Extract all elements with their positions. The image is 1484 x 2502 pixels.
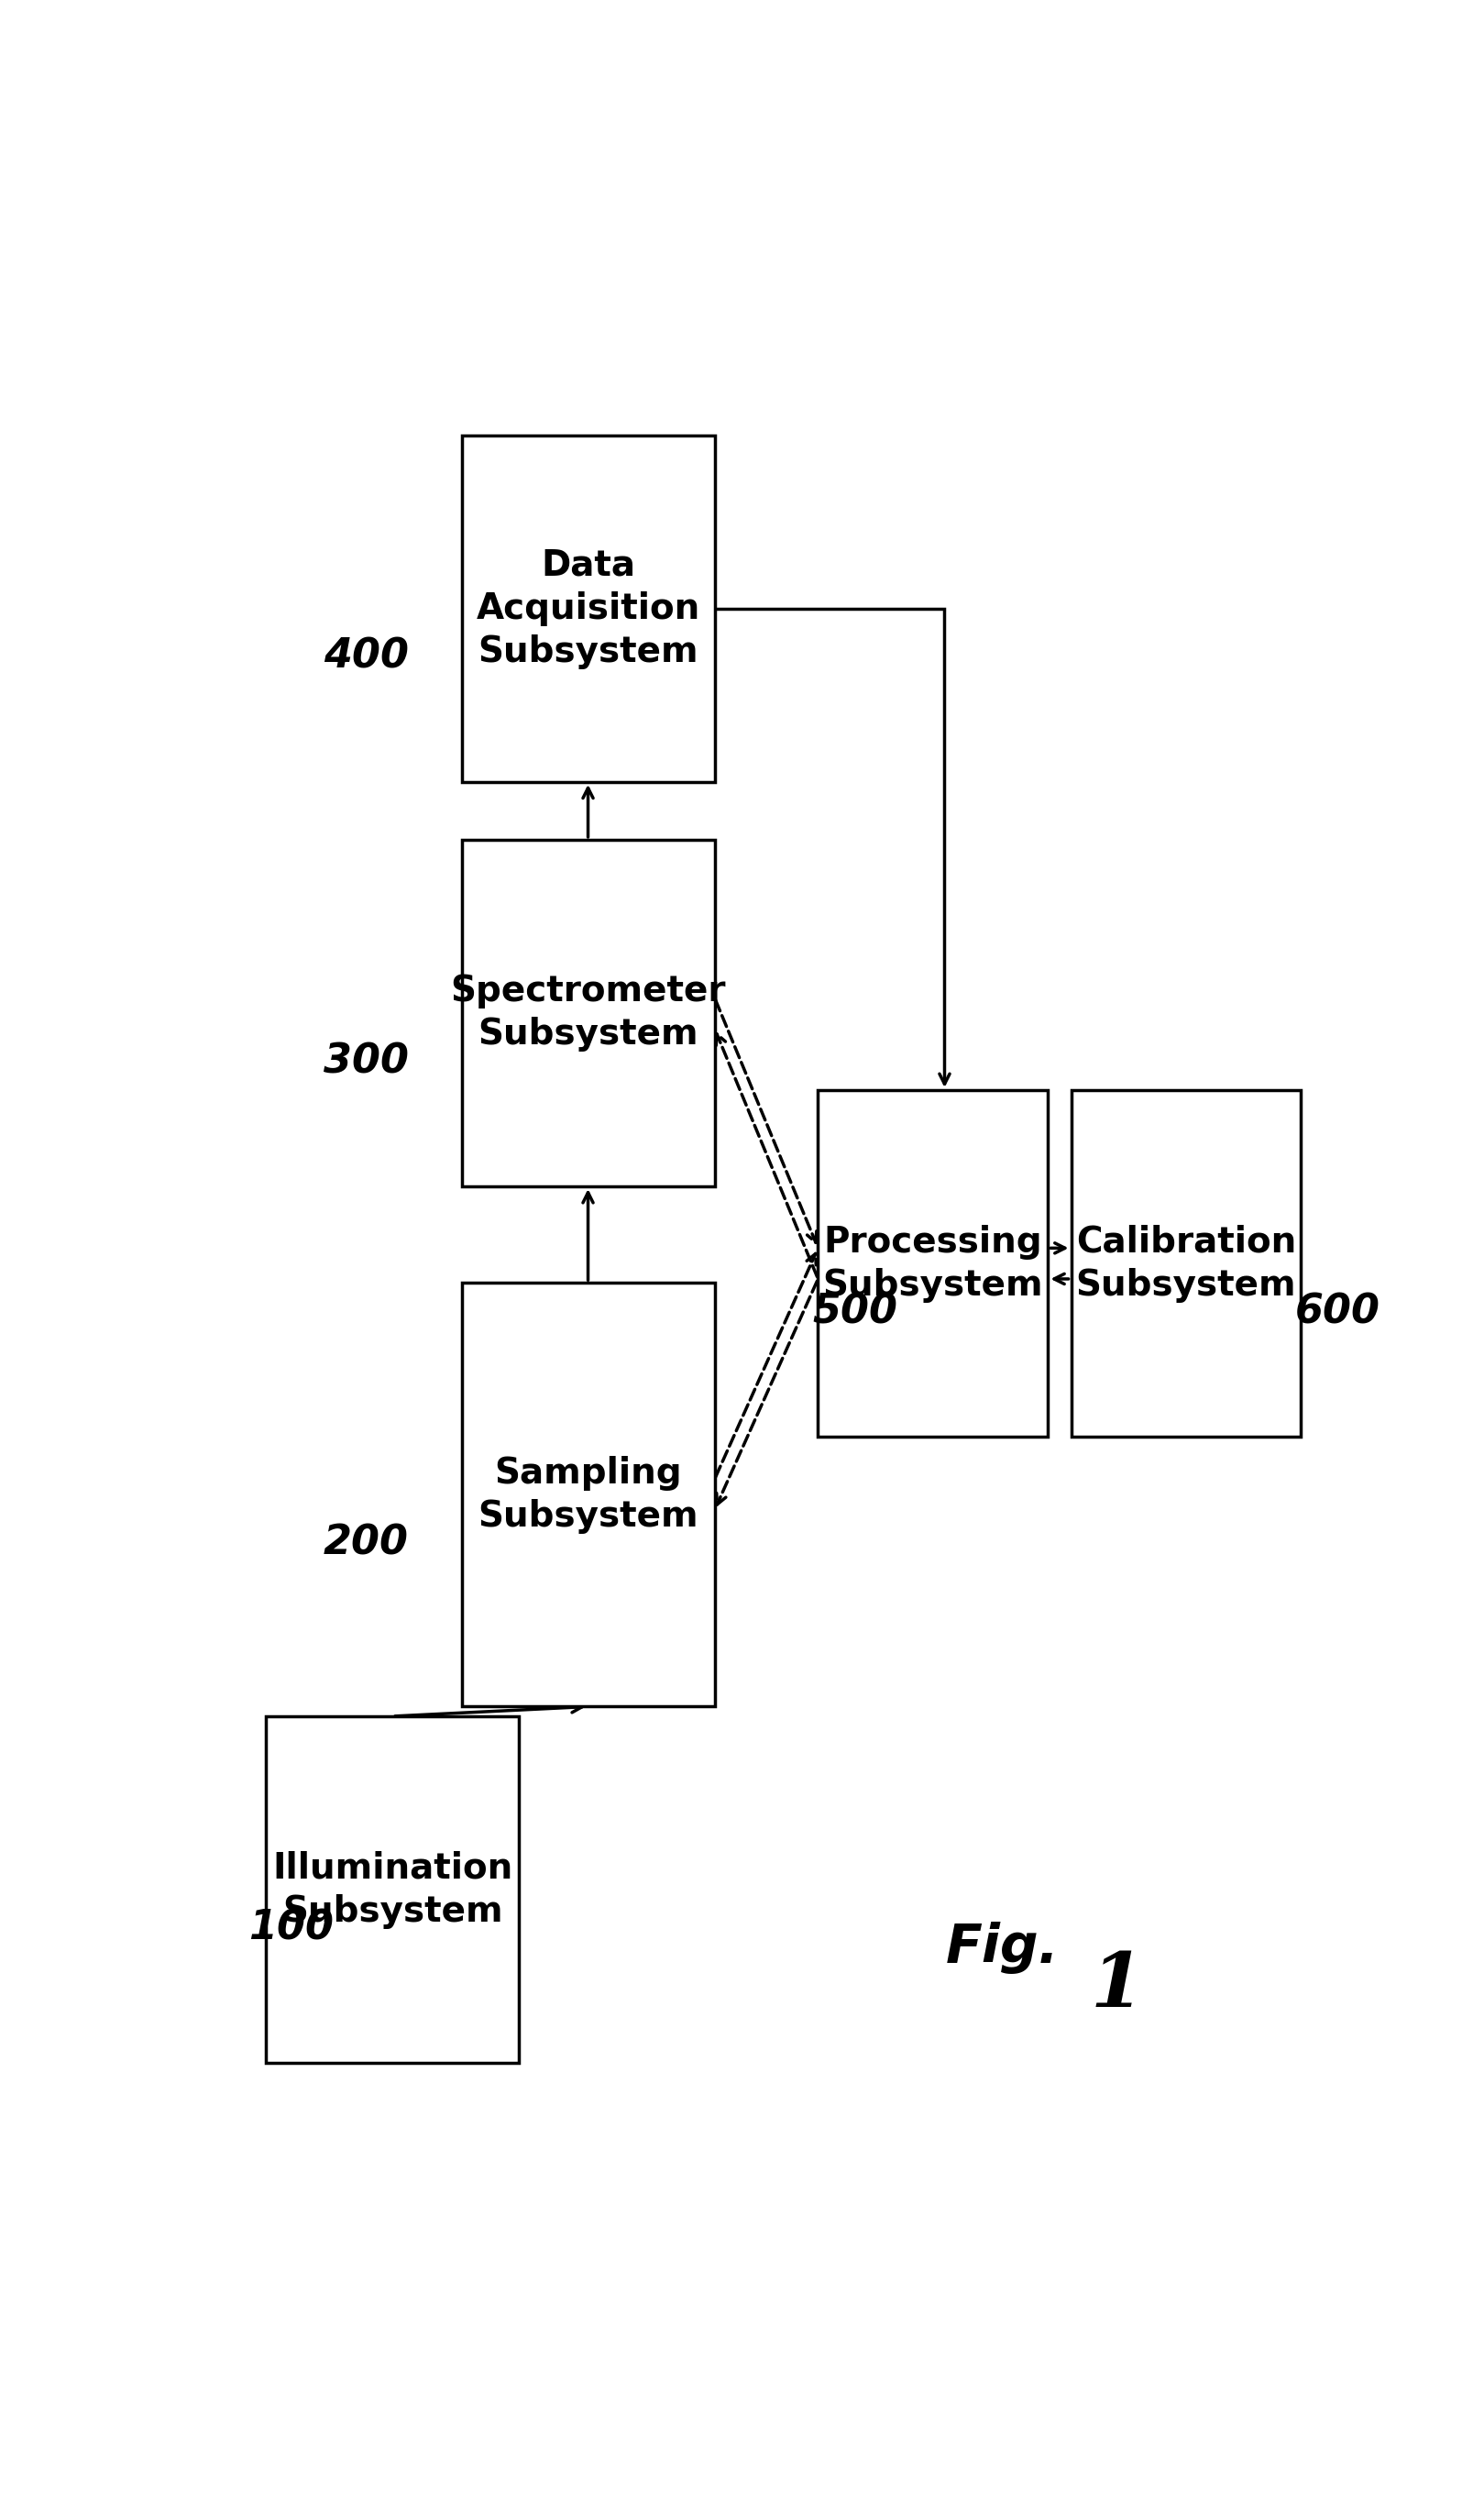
- Bar: [1071, 1091, 1301, 1436]
- Text: Calibration
Subsystem: Calibration Subsystem: [1076, 1223, 1297, 1304]
- Bar: [462, 435, 714, 781]
- Text: 1: 1: [1091, 1949, 1144, 2022]
- Text: Fig.: Fig.: [945, 1922, 1058, 1974]
- Bar: [818, 1091, 1048, 1436]
- Text: 200: 200: [324, 1524, 408, 1564]
- Text: Spectrometer
Subsystem: Spectrometer Subsystem: [450, 973, 726, 1051]
- Text: Sampling
Subsystem: Sampling Subsystem: [478, 1456, 699, 1534]
- Text: 500: 500: [812, 1291, 898, 1331]
- Text: Illumination
Subsystem: Illumination Subsystem: [273, 1851, 512, 1929]
- Bar: [462, 1284, 714, 1706]
- Text: 100: 100: [249, 1909, 334, 1949]
- Bar: [462, 841, 714, 1186]
- Text: 300: 300: [324, 1041, 408, 1081]
- Bar: [266, 1716, 519, 2064]
- Text: Data
Acquisition
Subsystem: Data Acquisition Subsystem: [476, 548, 700, 668]
- Text: 400: 400: [324, 638, 408, 676]
- Text: 600: 600: [1296, 1291, 1380, 1331]
- Text: Processing
Subsystem: Processing Subsystem: [822, 1223, 1043, 1304]
